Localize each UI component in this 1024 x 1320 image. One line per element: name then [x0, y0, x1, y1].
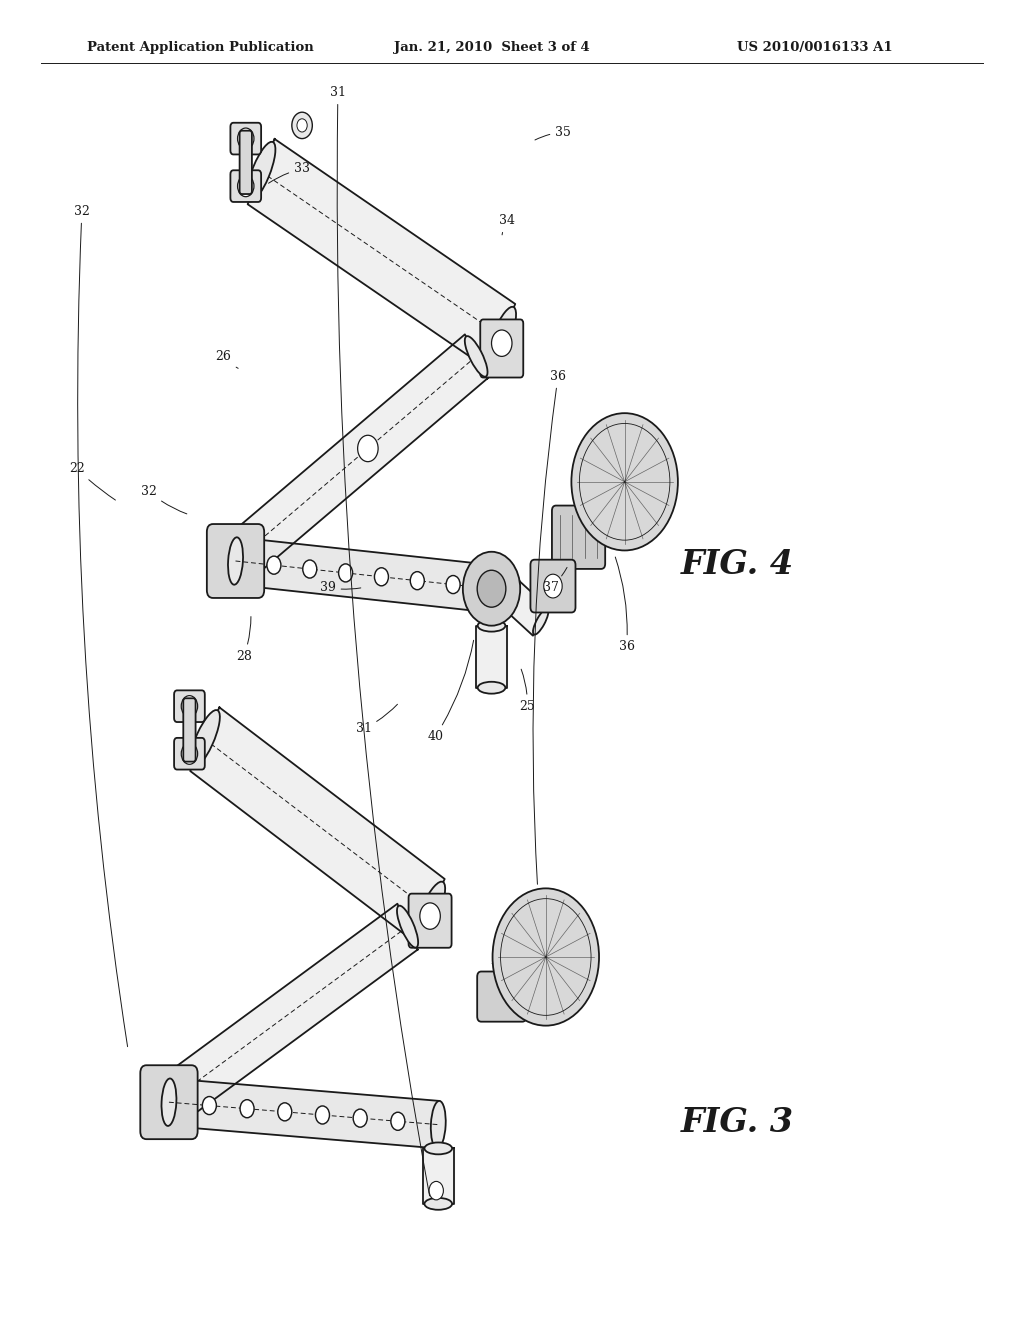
Text: 28: 28: [236, 616, 252, 663]
Circle shape: [292, 112, 312, 139]
FancyBboxPatch shape: [552, 506, 605, 569]
Circle shape: [181, 743, 198, 764]
Text: 39: 39: [319, 581, 360, 594]
Text: FIG. 4: FIG. 4: [681, 549, 794, 581]
Circle shape: [353, 1109, 368, 1127]
Circle shape: [375, 568, 388, 586]
Text: FIG. 3: FIG. 3: [681, 1106, 794, 1138]
Text: 40: 40: [427, 640, 474, 743]
Circle shape: [477, 570, 506, 607]
Circle shape: [267, 556, 281, 574]
Ellipse shape: [484, 565, 499, 612]
Polygon shape: [504, 581, 549, 636]
Circle shape: [297, 119, 307, 132]
Text: Jan. 21, 2010  Sheet 3 of 4: Jan. 21, 2010 Sheet 3 of 4: [394, 41, 590, 54]
Ellipse shape: [532, 609, 549, 635]
Text: 32: 32: [140, 484, 186, 513]
FancyBboxPatch shape: [230, 170, 261, 202]
FancyBboxPatch shape: [240, 131, 252, 194]
Polygon shape: [248, 139, 515, 370]
Polygon shape: [168, 1078, 439, 1148]
Ellipse shape: [477, 619, 506, 632]
Text: 36: 36: [534, 370, 566, 884]
FancyBboxPatch shape: [174, 690, 205, 722]
Text: 31: 31: [355, 705, 397, 735]
Text: 33: 33: [268, 162, 310, 183]
Ellipse shape: [247, 141, 275, 202]
Circle shape: [238, 176, 254, 197]
Text: US 2010/0016133 A1: US 2010/0016133 A1: [737, 41, 893, 54]
Ellipse shape: [465, 337, 487, 376]
Text: 34: 34: [499, 214, 515, 235]
Circle shape: [411, 572, 424, 590]
Ellipse shape: [487, 306, 516, 367]
Text: Patent Application Publication: Patent Application Publication: [87, 41, 313, 54]
Circle shape: [181, 696, 198, 717]
Ellipse shape: [504, 582, 520, 609]
Text: 32: 32: [74, 205, 128, 1047]
Circle shape: [339, 564, 352, 582]
Text: 31: 31: [330, 86, 430, 1196]
Circle shape: [463, 552, 520, 626]
Circle shape: [429, 1181, 443, 1200]
Ellipse shape: [228, 537, 243, 585]
Ellipse shape: [424, 1199, 453, 1209]
Circle shape: [357, 436, 378, 462]
FancyBboxPatch shape: [477, 972, 526, 1022]
Ellipse shape: [162, 1078, 176, 1126]
Circle shape: [420, 903, 440, 929]
Circle shape: [315, 1106, 330, 1125]
Text: 37: 37: [543, 568, 567, 594]
Ellipse shape: [415, 882, 445, 940]
Ellipse shape: [189, 710, 220, 768]
Ellipse shape: [224, 541, 247, 581]
FancyBboxPatch shape: [230, 123, 261, 154]
Circle shape: [446, 576, 460, 594]
FancyBboxPatch shape: [530, 560, 575, 612]
Ellipse shape: [424, 1143, 453, 1154]
Ellipse shape: [477, 681, 506, 694]
Text: 22: 22: [69, 462, 116, 500]
Circle shape: [493, 888, 599, 1026]
Polygon shape: [233, 537, 494, 612]
Polygon shape: [224, 334, 487, 583]
Text: 35: 35: [535, 125, 571, 140]
Ellipse shape: [431, 1101, 445, 1148]
Text: 36: 36: [615, 557, 635, 653]
FancyBboxPatch shape: [207, 524, 264, 598]
Polygon shape: [476, 626, 507, 688]
Polygon shape: [190, 708, 444, 942]
Circle shape: [238, 128, 254, 149]
Text: 25: 25: [519, 669, 536, 713]
Circle shape: [278, 1102, 292, 1121]
Circle shape: [492, 330, 512, 356]
FancyBboxPatch shape: [183, 698, 196, 762]
Circle shape: [303, 560, 316, 578]
Circle shape: [544, 574, 562, 598]
FancyBboxPatch shape: [140, 1065, 198, 1139]
Text: 26: 26: [215, 350, 239, 368]
FancyBboxPatch shape: [409, 894, 452, 948]
Ellipse shape: [159, 1081, 179, 1123]
Circle shape: [240, 1100, 254, 1118]
Circle shape: [571, 413, 678, 550]
FancyBboxPatch shape: [174, 738, 205, 770]
FancyBboxPatch shape: [480, 319, 523, 378]
Ellipse shape: [397, 906, 418, 948]
Circle shape: [203, 1097, 216, 1114]
Circle shape: [391, 1113, 404, 1130]
Polygon shape: [159, 904, 418, 1125]
Polygon shape: [423, 1148, 454, 1204]
